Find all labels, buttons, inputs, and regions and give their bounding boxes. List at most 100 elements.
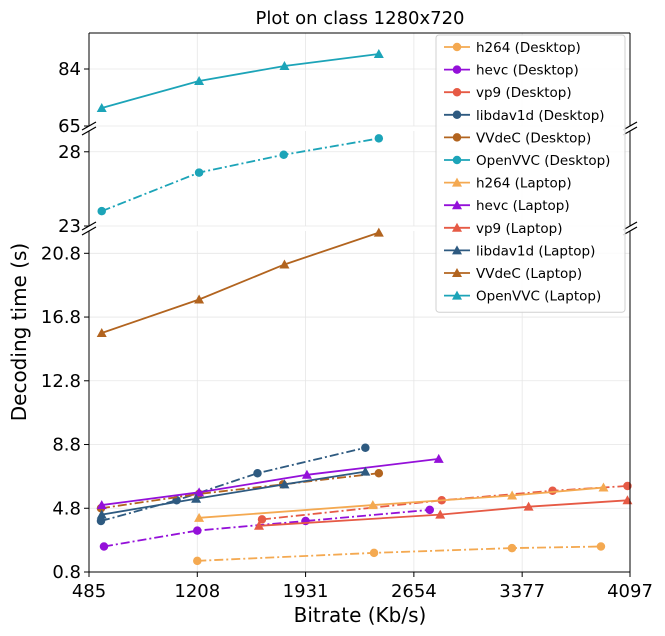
axis-break-mark xyxy=(81,226,97,236)
y-tick-label: 0.8 xyxy=(52,562,81,583)
series-7 xyxy=(96,453,444,510)
legend-label: libdav1d (Laptop) xyxy=(476,243,595,259)
series-line xyxy=(101,53,379,109)
y-tick-label: 8.8 xyxy=(52,435,81,456)
legend-marker xyxy=(452,87,462,97)
legend-item: libdav1d (Laptop) xyxy=(444,243,595,259)
data-point xyxy=(523,501,534,511)
series-2 xyxy=(257,481,632,524)
series-9 xyxy=(96,466,371,519)
series-line xyxy=(199,486,604,519)
data-point xyxy=(279,259,290,269)
series-11 xyxy=(96,49,384,112)
data-point xyxy=(96,103,107,112)
series-line xyxy=(101,470,366,516)
data-point xyxy=(253,520,264,530)
data-point xyxy=(279,150,288,159)
legend-item: OpenVVC (Laptop) xyxy=(444,289,601,305)
data-point xyxy=(194,76,205,85)
series-5 xyxy=(97,134,384,216)
data-point xyxy=(374,134,384,143)
x-tick-label: 2654 xyxy=(391,581,437,602)
legend-item: h264 (Laptop) xyxy=(444,176,572,192)
series-line xyxy=(101,457,439,506)
series-layer xyxy=(96,49,633,566)
data-point xyxy=(97,206,106,216)
legend-item: OpenVVC (Desktop) xyxy=(444,153,610,169)
x-tick-label: 4097 xyxy=(607,581,653,602)
data-point xyxy=(548,486,557,495)
data-point xyxy=(596,542,606,551)
data-point xyxy=(435,509,446,519)
series-line xyxy=(101,231,380,334)
legend-label: vp9 (Desktop) xyxy=(476,85,572,101)
y-tick-label: 23 xyxy=(58,216,81,237)
series-line xyxy=(258,499,628,527)
legend-label: vp9 (Laptop) xyxy=(476,221,562,237)
data-point xyxy=(369,548,379,558)
legend-item: vp9 (Desktop) xyxy=(444,85,572,101)
legend-marker xyxy=(452,177,462,187)
x-axis-label: Bitrate (Kb/s) xyxy=(294,603,427,627)
legend-label: VVdeC (Laptop) xyxy=(476,266,582,282)
legend-marker xyxy=(452,65,462,74)
data-point xyxy=(96,509,107,519)
legend-item: h264 (Desktop) xyxy=(444,40,581,56)
legend-marker xyxy=(452,200,462,210)
data-point xyxy=(374,468,384,478)
series-line xyxy=(100,446,366,522)
legend-item: hevc (Laptop) xyxy=(444,198,570,214)
frame-layer xyxy=(81,32,638,573)
legend-marker xyxy=(452,133,462,142)
data-point xyxy=(194,294,205,304)
legend-marker xyxy=(452,110,462,120)
legend-box xyxy=(435,34,626,313)
legend-label: hevc (Desktop) xyxy=(476,63,579,79)
data-point xyxy=(373,49,384,58)
data-point xyxy=(96,500,107,510)
legend-label: libdav1d (Desktop) xyxy=(476,108,605,124)
legend-item: libdav1d (Desktop) xyxy=(444,108,605,124)
legend-label: hevc (Laptop) xyxy=(476,198,570,214)
legend-label: h264 (Laptop) xyxy=(476,176,572,192)
series-0 xyxy=(193,542,606,566)
series-line xyxy=(101,137,379,212)
data-point xyxy=(194,512,205,522)
y-tick-label: 28 xyxy=(58,142,81,163)
series-line xyxy=(103,508,430,548)
data-point xyxy=(253,468,262,478)
legend-item: hevc (Desktop) xyxy=(444,63,579,79)
y-tick-label: 16.8 xyxy=(41,307,81,328)
legend-marker xyxy=(452,268,462,277)
tick-layer: 65 84 23 28 0.8 4.8 8.8 12.8 16.8 20.8 485 1208 1931… xyxy=(41,59,653,602)
legend-marker xyxy=(452,42,462,52)
legend-label: VVdeC (Desktop) xyxy=(476,130,591,146)
data-point xyxy=(194,168,204,177)
y-tick-label: 12.8 xyxy=(41,371,81,392)
legend-label: h264 (Desktop) xyxy=(476,40,581,56)
y-tick-label: 65 xyxy=(58,116,81,137)
data-point xyxy=(96,516,106,526)
series-3 xyxy=(96,443,370,526)
data-point xyxy=(361,443,370,452)
series-line xyxy=(100,472,379,510)
data-point xyxy=(301,469,312,479)
data-point xyxy=(360,466,371,476)
legend-item: VVdeC (Desktop) xyxy=(444,130,591,146)
series-6 xyxy=(194,482,609,522)
data-point xyxy=(598,482,609,492)
x-tick-label: 3377 xyxy=(499,581,545,602)
data-point xyxy=(433,453,444,463)
data-point xyxy=(507,543,517,553)
y-tick-label: 84 xyxy=(58,59,81,80)
series-line xyxy=(197,545,601,562)
legend-label: OpenVVC (Laptop) xyxy=(476,289,601,305)
chart-title: Plot on class 1280x720 xyxy=(255,8,464,29)
legend: h264 (Desktop) hevc (Desktop) vp9 (Desktop… xyxy=(435,34,626,313)
legend-marker xyxy=(452,155,462,165)
axis-break-mark xyxy=(81,126,97,136)
data-point xyxy=(193,526,202,535)
y-tick-label: 20.8 xyxy=(41,243,81,264)
legend-label: OpenVVC (Desktop) xyxy=(476,153,610,169)
